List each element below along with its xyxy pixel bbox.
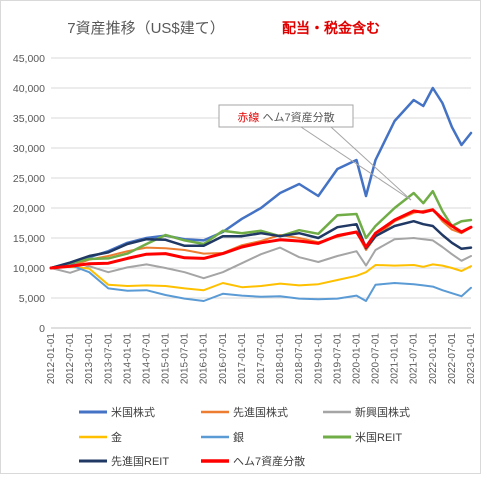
- y-tick-label: 40,000: [13, 83, 45, 95]
- y-tick-label: 45,000: [13, 53, 45, 65]
- legend-label: ヘム7資産分散: [233, 454, 305, 468]
- legend-label: 先進国株式: [233, 405, 288, 419]
- plot-area: [49, 86, 473, 302]
- series-line: [49, 189, 473, 270]
- x-tick-label: 2019-07-01: [332, 333, 343, 385]
- x-tick-label: 2012-07-01: [65, 333, 76, 385]
- y-tick-label: 20,000: [13, 203, 45, 215]
- annotation-callout: 赤線 ヘム7資産分散: [218, 104, 412, 201]
- legend-label: 銀: [233, 430, 244, 444]
- legend-label: 金: [111, 430, 122, 444]
- x-tick-label: 2014-01-01: [122, 333, 133, 385]
- annotation-leader-line: [330, 126, 412, 201]
- series-line: [49, 219, 473, 270]
- x-tick-label: 2017-07-01: [256, 333, 267, 385]
- y-tick-label: 0: [39, 323, 45, 335]
- x-tick-label: 2019-01-01: [313, 333, 324, 385]
- chart-title: 7資産推移（US$建て）: [67, 20, 225, 37]
- y-tick-label: 15,000: [13, 233, 45, 245]
- x-tick-label: 2016-07-01: [218, 333, 229, 385]
- y-tick-label: 5,000: [19, 293, 45, 305]
- x-tick-label: 2021-01-01: [390, 333, 401, 385]
- x-tick-label: 2013-07-01: [103, 333, 114, 385]
- x-tick-label: 2013-01-01: [84, 333, 95, 385]
- x-tick-label: 2018-01-01: [275, 333, 286, 385]
- legend-label: 米国REIT: [355, 431, 402, 444]
- legend-label: 米国株式: [111, 405, 155, 419]
- y-tick-label: 35,000: [13, 113, 45, 125]
- x-tick-label: 2020-07-01: [371, 333, 382, 385]
- chart-subtitle: 配当・税金含む: [282, 20, 380, 36]
- annotation-box: [218, 104, 354, 128]
- annotation-text-part: 赤線: [237, 110, 259, 124]
- x-tick-label: 2015-07-01: [180, 333, 191, 385]
- legend-label: 新興国株式: [355, 405, 410, 419]
- series-line: [50, 263, 472, 292]
- x-tick-label: 2018-07-01: [294, 333, 305, 385]
- annotation-leader-line: [300, 126, 412, 201]
- annotation-text: 赤線 ヘム7資産分散: [237, 110, 334, 124]
- series-line: [50, 237, 472, 280]
- x-axis-ticks: 2012-01-01 2012-07-01 2013-01-01 2013-07-01…: [46, 333, 477, 385]
- x-tick-label: 2014-07-01: [141, 333, 152, 385]
- x-tick-label: 2021-07-01: [409, 333, 420, 385]
- y-tick-label: 30,000: [13, 143, 45, 155]
- x-tick-label: 2020-01-01: [351, 333, 362, 385]
- x-tick-label: 2022-07-01: [447, 333, 458, 385]
- x-tick-label: 2015-01-01: [161, 333, 172, 385]
- legend-label: 先進国REIT: [111, 455, 169, 468]
- annotation-text-part: ヘム7資産分散: [259, 110, 334, 124]
- y-tick-label: 10,000: [13, 263, 45, 275]
- x-tick-label: 2022-01-01: [428, 333, 439, 385]
- x-tick-label: 2017-01-01: [237, 333, 248, 385]
- series-line: [50, 264, 472, 302]
- y-tick-label: 25,000: [13, 173, 45, 185]
- x-tick-label: 2012-01-01: [46, 333, 57, 385]
- x-tick-label: 2023-01-01: [466, 333, 477, 385]
- series-line: [49, 208, 473, 270]
- y-axis-ticks: 0 5,000 10,000 15,000 20,000 25,000 30,000 35,0…: [13, 53, 45, 335]
- x-tick-label: 2016-01-01: [199, 333, 210, 385]
